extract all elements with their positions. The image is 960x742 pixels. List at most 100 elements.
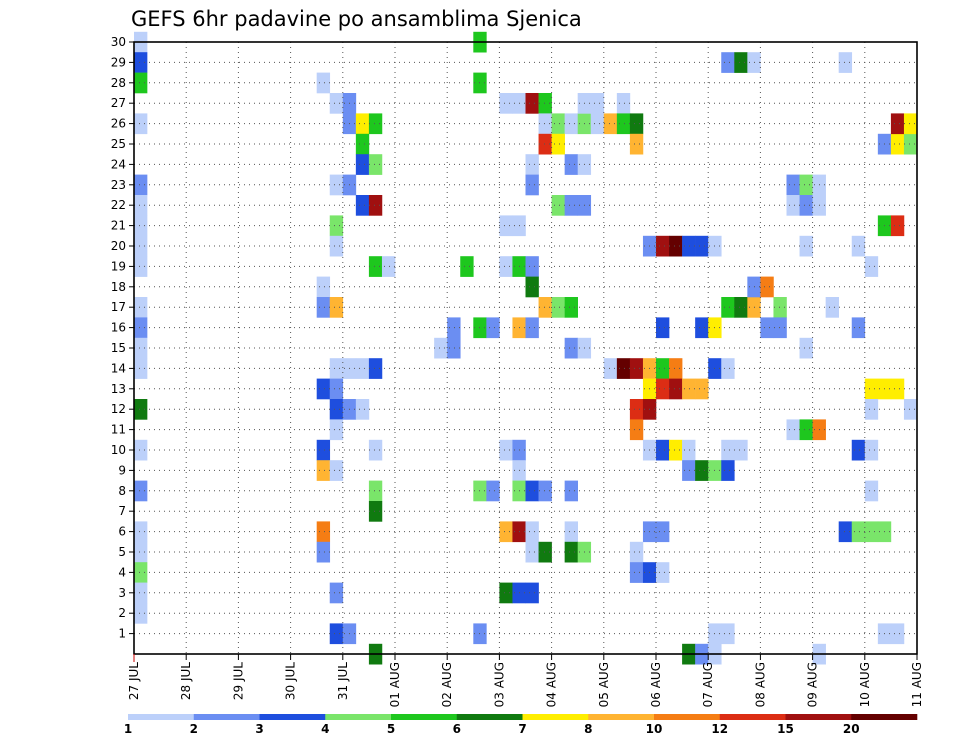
heatmap-cell: [564, 113, 578, 135]
heatmap-cell: [538, 133, 552, 155]
heatmap-cell: [134, 562, 148, 583]
heatmap-cell: [525, 276, 539, 298]
heatmap-cell: [355, 113, 370, 135]
y-tick-label: 13: [111, 382, 126, 396]
heatmap-cell: [682, 460, 696, 481]
y-tick-label: 22: [111, 198, 126, 212]
x-tick-label: 05 AUG: [597, 662, 611, 707]
colorbar-swatch: [851, 714, 918, 720]
heatmap-cell: [134, 317, 148, 339]
heatmap-cell: [864, 378, 879, 400]
y-tick-label: 17: [111, 300, 126, 314]
colorbar-label: 4: [321, 722, 329, 736]
heatmap-cell: [760, 276, 774, 298]
heatmap-cell: [656, 521, 670, 543]
y-tick-label: 1: [118, 627, 126, 641]
heatmap-cell: [590, 93, 605, 114]
heatmap-cell: [656, 439, 670, 461]
x-tick-label: 29 JUL: [231, 662, 245, 700]
heatmap-cell: [525, 317, 539, 339]
colorbar-label: 8: [584, 722, 592, 736]
heatmap-cell: [355, 195, 370, 216]
colorbar-label: 10: [646, 722, 663, 736]
heatmap-cell: [368, 439, 383, 461]
heatmap-cell: [525, 521, 539, 543]
heatmap-cell: [134, 215, 148, 237]
y-tick-label: 20: [111, 239, 126, 253]
heatmap-cell: [864, 521, 879, 543]
heatmap-cell: [368, 195, 383, 216]
heatmap-cell: [447, 337, 461, 359]
heatmap-cell: [551, 113, 565, 135]
heatmap-cell: [629, 358, 644, 379]
heatmap-cell: [825, 297, 839, 318]
heatmap-cell: [316, 297, 331, 318]
colorbar-label: 12: [711, 722, 728, 736]
heatmap-cell: [656, 358, 670, 379]
heatmap-cell: [525, 93, 539, 114]
heatmap-cell: [525, 174, 539, 196]
heatmap-cell: [134, 256, 148, 277]
heatmap-cell: [890, 623, 905, 645]
heatmap-cell: [721, 623, 735, 645]
x-tick-label: 04 AUG: [545, 662, 559, 707]
colorbar-swatch: [391, 714, 458, 720]
x-tick-label: 30 JUL: [284, 662, 298, 700]
heatmap-cell: [368, 480, 383, 502]
y-tick-label: 8: [118, 484, 126, 498]
heatmap-cell: [134, 399, 148, 420]
heatmap-cell: [773, 317, 787, 339]
y-tick-label: 21: [111, 219, 126, 233]
heatmap-cell: [773, 297, 787, 318]
heatmap-cell: [525, 256, 539, 277]
heatmap-cell: [734, 439, 748, 461]
y-tick-label: 2: [118, 606, 126, 620]
heatmap-cell: [134, 358, 148, 379]
colorbar-swatch: [128, 714, 195, 720]
heatmap-cell: [134, 235, 148, 257]
heatmap-cell: [799, 419, 813, 441]
heatmap-cell: [538, 113, 552, 135]
heatmap-cell: [695, 317, 709, 339]
heatmap-cell: [525, 480, 539, 502]
heatmap-cell: [564, 521, 578, 543]
heatmap-cell: [134, 582, 148, 604]
heatmap-cell: [368, 113, 383, 135]
heatmap-cell: [734, 52, 748, 73]
heatmap-cell: [786, 174, 800, 196]
heatmap-cell: [564, 297, 578, 318]
colorbar-label: 3: [255, 722, 263, 736]
y-tick-label: 16: [111, 321, 126, 335]
heatmap-cell: [695, 378, 709, 400]
heatmap-cell: [864, 256, 879, 277]
heatmap-cell: [538, 93, 552, 114]
heatmap-cell: [355, 154, 370, 175]
heatmap-cell: [134, 603, 148, 624]
heatmap-cell: [329, 460, 344, 481]
heatmap-cell: [134, 174, 148, 196]
y-tick-label: 9: [118, 463, 126, 477]
gridlines: [134, 42, 917, 654]
heatmap-cell: [368, 154, 383, 175]
y-tick-label: 24: [111, 157, 126, 171]
heatmap-cell: [890, 113, 905, 135]
heatmap-cell: [903, 113, 918, 135]
y-tick-label: 19: [111, 259, 126, 273]
colorbar-swatch: [193, 714, 260, 720]
heatmap-cell: [316, 521, 331, 543]
heatmap-cell: [851, 235, 866, 257]
heatmap-cell: [316, 72, 331, 94]
heatmap-cell: [134, 297, 148, 318]
heatmap-cell: [329, 419, 344, 441]
x-tick-label: 08 AUG: [753, 662, 767, 707]
heatmap-cell: [134, 72, 148, 94]
heatmap-cell: [629, 113, 644, 135]
y-tick-label: 27: [111, 96, 126, 110]
colorbar-label: 6: [453, 722, 461, 736]
heatmap-cell: [799, 195, 813, 216]
heatmap-cell: [316, 439, 331, 461]
y-axis: 1234567891011121314151617181920212223242…: [111, 35, 134, 641]
heatmap-cell: [616, 358, 631, 379]
colorbar-swatch: [325, 714, 392, 720]
colorbar-swatch: [456, 714, 523, 720]
